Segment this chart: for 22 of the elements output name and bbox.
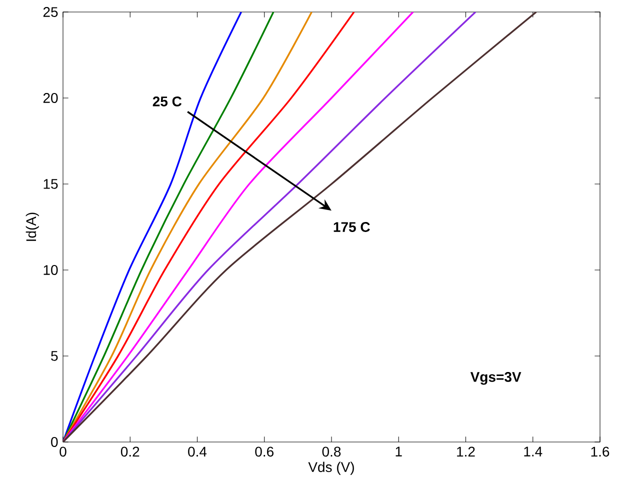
x-tick-label: 1	[396, 446, 402, 456]
annotation: 25 C	[152, 96, 182, 106]
x-axis-title: Vds (V)	[308, 462, 354, 475]
x-tick-label: 1.4	[524, 446, 542, 456]
x-tick-label: 1.6	[591, 446, 610, 457]
y-axis-title: Id(A)	[26, 212, 39, 241]
x-tick-label: 0.2	[120, 446, 140, 457]
y-tick-label: 20	[43, 93, 58, 103]
line-series	[63, 12, 274, 442]
y-tick-label: 25	[43, 7, 58, 17]
y-tick-label: 5	[51, 351, 58, 361]
x-tick-label: 0.4	[188, 446, 207, 457]
x-tick-label: 0.6	[255, 446, 274, 457]
annotation: 175 C	[334, 222, 370, 232]
y-tick-label: 15	[44, 179, 58, 189]
x-tick-label: 1.2	[457, 446, 475, 456]
x-tick-label: 0	[60, 446, 66, 457]
annotation: Vgs=3V	[470, 372, 522, 385]
y-tick-label: 0	[51, 437, 58, 447]
y-tick-label: 10	[44, 265, 58, 275]
x-tick-label: 0.8	[322, 446, 341, 457]
line-series	[63, 12, 414, 442]
